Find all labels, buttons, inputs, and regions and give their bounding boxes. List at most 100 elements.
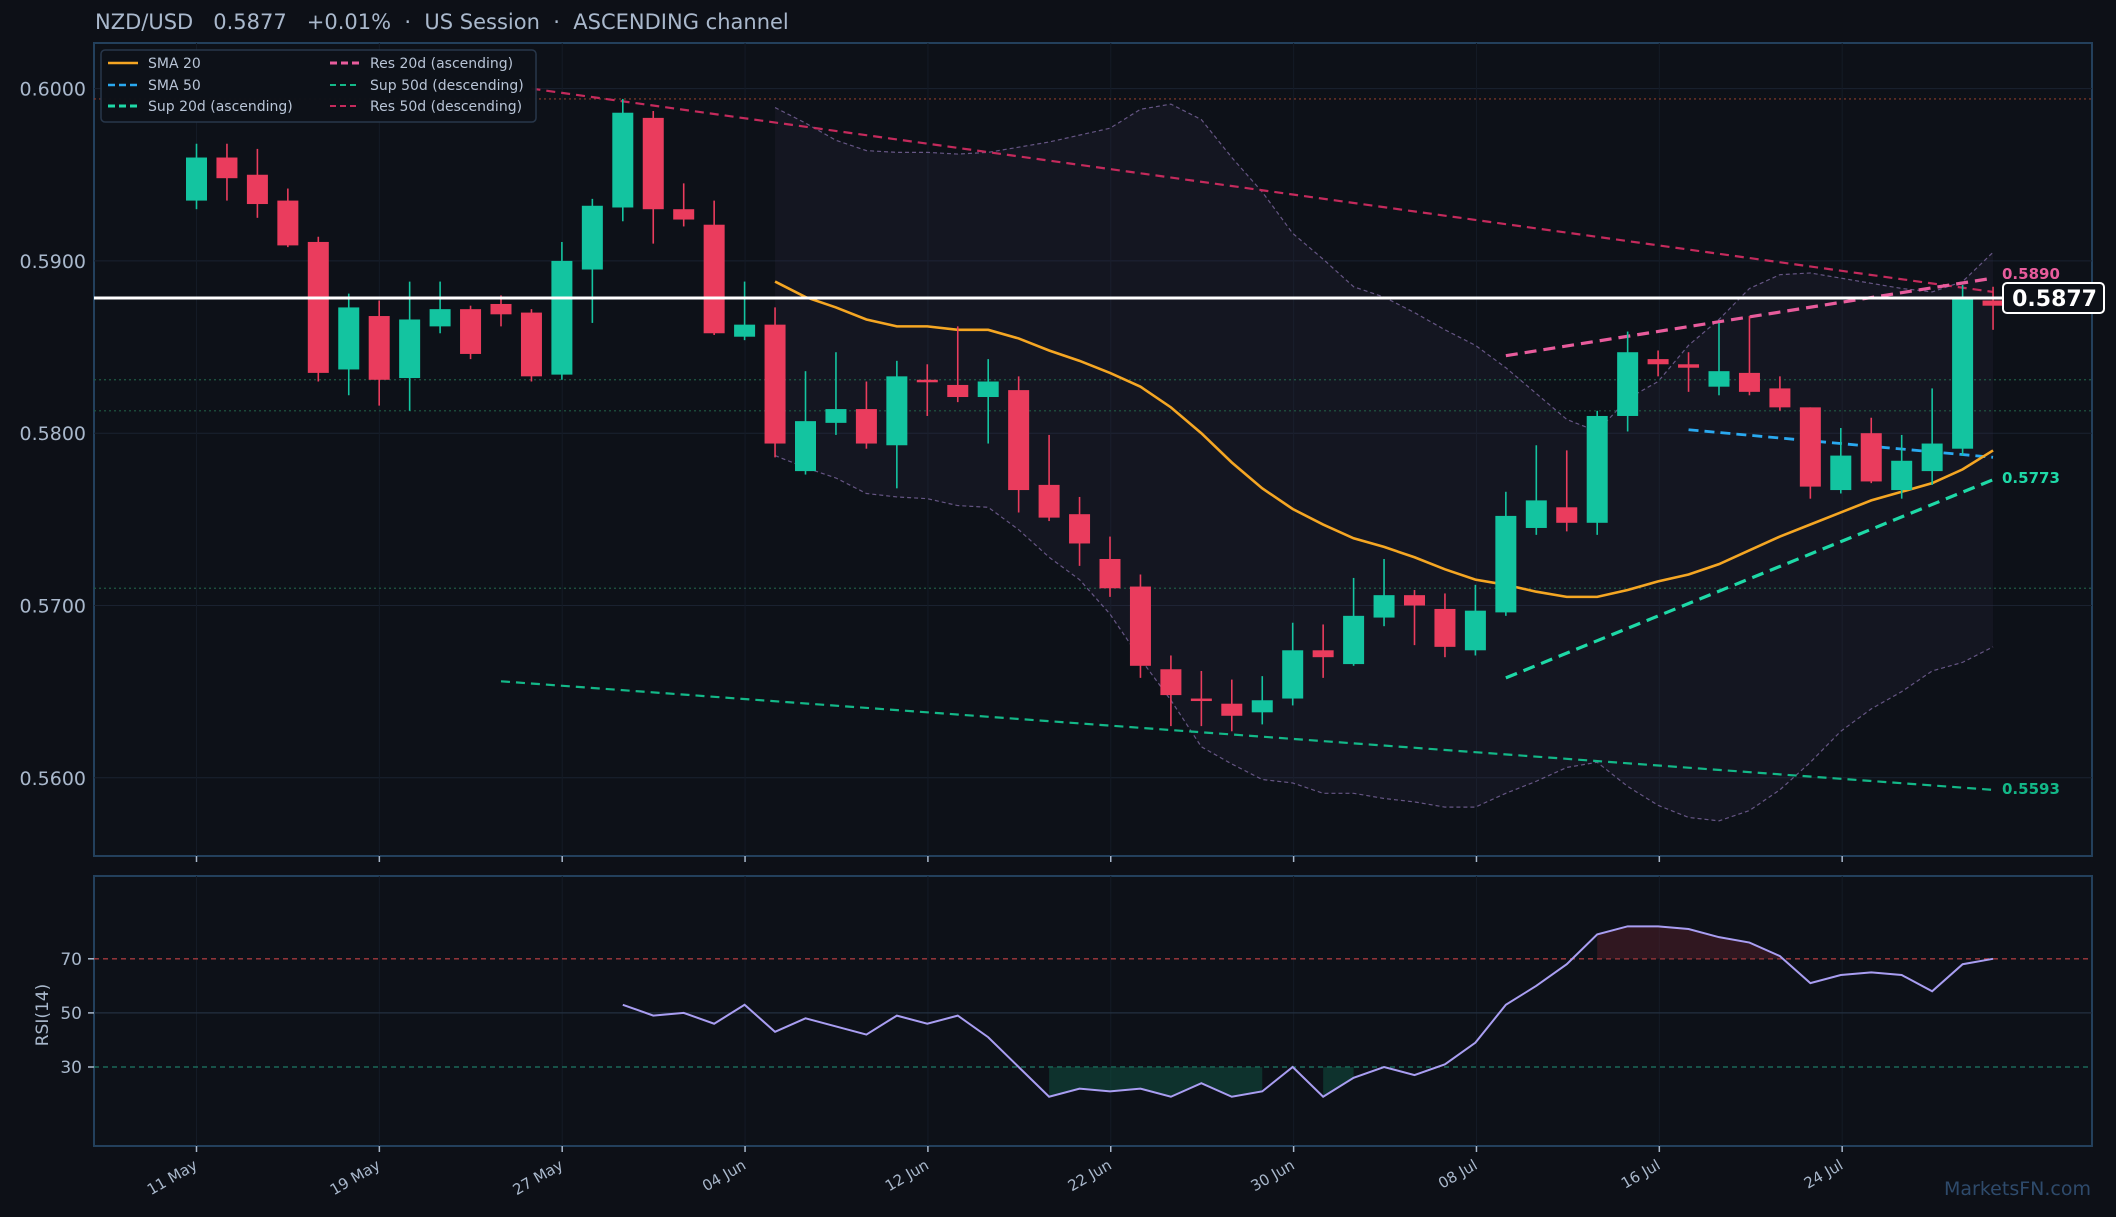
- candle-body: [795, 421, 816, 472]
- candle-body: [1830, 455, 1852, 491]
- legend-res50: Res 50d (descending): [370, 99, 522, 115]
- candle-body: [1617, 352, 1639, 416]
- price-y-tick: 0.6000: [20, 79, 86, 101]
- candle: [1525, 445, 1547, 535]
- price-y-tick: 0.5700: [20, 596, 86, 618]
- candle: [186, 143, 207, 210]
- candle-body: [338, 307, 360, 370]
- candle-body: [1525, 500, 1547, 528]
- candle-body: [277, 200, 299, 246]
- candle: [1190, 670, 1212, 727]
- candle: [1008, 376, 1030, 513]
- candle: [1373, 558, 1395, 627]
- candle: [1160, 655, 1182, 727]
- legend-sup50: Sup 50d (descending): [370, 78, 524, 94]
- candle-body: [460, 309, 482, 354]
- candle: [1343, 577, 1365, 666]
- candle-body: [1769, 388, 1791, 408]
- candle-body: [429, 309, 451, 327]
- candle-body: [1251, 700, 1273, 713]
- candle-body: [1190, 698, 1212, 702]
- candle-body: [1708, 371, 1730, 387]
- candle: [1891, 434, 1913, 499]
- candle-body: [581, 205, 603, 270]
- candle-body: [1404, 595, 1425, 606]
- candle: [673, 183, 695, 227]
- candle: [429, 281, 451, 334]
- candle-body: [1312, 650, 1334, 658]
- candle-body: [307, 241, 329, 373]
- candle: [1404, 589, 1425, 646]
- candle: [642, 110, 664, 244]
- candle-body: [916, 379, 938, 383]
- res20-line: [1505, 276, 1994, 358]
- candle-body: [1982, 300, 2004, 306]
- res50-line: [531, 87, 1994, 294]
- chart-title: NZD/USD 0.5877 +0.01% · US Session · ASC…: [95, 10, 789, 34]
- candle: [246, 148, 268, 218]
- rsi-ylabel: RSI(14): [33, 984, 53, 1047]
- candle: [1860, 417, 1882, 484]
- sup20-level-label: 0.5773: [2002, 469, 2060, 487]
- x-tick-label: 12 Jun: [882, 1156, 932, 1195]
- candle: [460, 305, 482, 360]
- candle: [1830, 428, 1852, 494]
- candle-body: [1860, 433, 1882, 482]
- candle: [1586, 410, 1608, 535]
- candle-body: [855, 409, 877, 444]
- candle: [581, 198, 603, 323]
- candle-body: [1099, 558, 1121, 589]
- candle-body: [612, 112, 634, 208]
- candle-body: [1038, 484, 1060, 518]
- candle: [1251, 676, 1273, 725]
- candle-body: [977, 381, 999, 398]
- candle: [520, 309, 542, 382]
- sup20-line: [1505, 478, 1994, 680]
- candle-body: [399, 319, 421, 379]
- candle: [977, 359, 999, 444]
- candle: [825, 352, 847, 435]
- candle: [1282, 622, 1304, 706]
- candle-body: [551, 260, 573, 375]
- x-tick-label: 08 Jul: [1435, 1156, 1480, 1193]
- candle: [490, 295, 512, 327]
- x-tick-label: 19 May: [327, 1156, 384, 1199]
- candle: [368, 300, 390, 406]
- candle-body: [1373, 595, 1395, 618]
- candle-body: [1952, 298, 1974, 449]
- x-tick-label: 04 Jun: [699, 1156, 749, 1195]
- candle-body: [490, 303, 512, 315]
- candle: [1708, 322, 1730, 396]
- candle-body: [368, 316, 390, 380]
- band-lower: [774, 455, 1994, 822]
- candle-body: [1160, 669, 1182, 696]
- candle-body: [186, 157, 207, 201]
- legend-res20: Res 20d (ascending): [370, 56, 513, 72]
- candle: [1434, 593, 1456, 658]
- candle: [307, 236, 329, 382]
- candle: [216, 143, 238, 201]
- price-y-tick: 0.5600: [20, 768, 86, 790]
- price-tag-box: [2002, 282, 2105, 314]
- candle-body: [1678, 364, 1700, 368]
- price-tag: 0.5877: [2012, 287, 2097, 312]
- candle: [886, 360, 908, 489]
- candle: [1617, 331, 1639, 432]
- sup50-line: [500, 680, 1994, 791]
- candle-body: [216, 157, 238, 179]
- candle: [1738, 316, 1760, 396]
- rsi-y-tick: 70: [60, 950, 82, 970]
- candle: [1556, 450, 1578, 532]
- legend-box: [100, 49, 537, 123]
- legend-sma20: SMA 20: [148, 56, 201, 72]
- legend-sma50: SMA 50: [148, 78, 201, 94]
- candle: [1038, 434, 1060, 522]
- candle: [1495, 491, 1517, 616]
- candle-body: [1069, 514, 1091, 544]
- candle-body: [1008, 390, 1030, 491]
- candle-body: [1129, 586, 1151, 666]
- candle-body: [673, 209, 695, 220]
- candle-body: [1343, 615, 1365, 665]
- price-y-tick: 0.5900: [20, 251, 86, 273]
